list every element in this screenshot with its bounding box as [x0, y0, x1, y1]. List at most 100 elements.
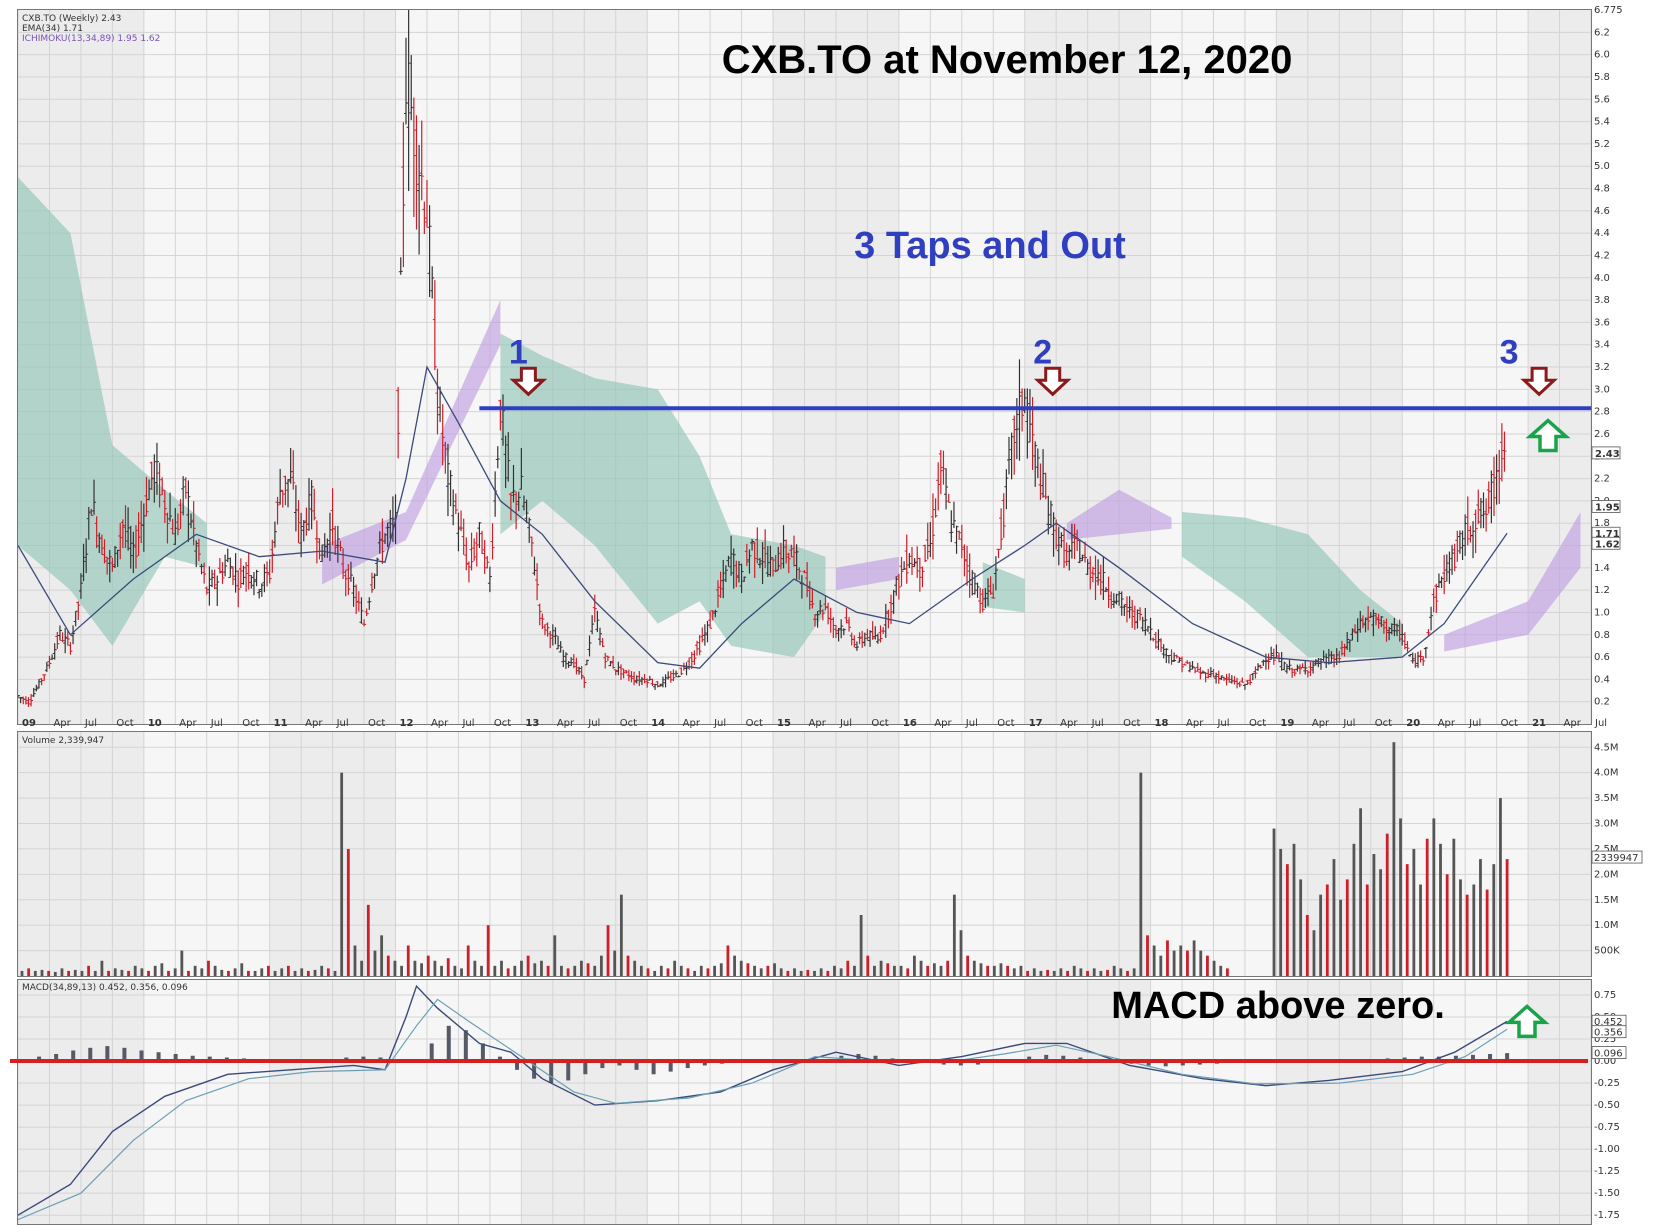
macd-histogram-bar — [1436, 1056, 1441, 1062]
macd-histogram-bar — [685, 1061, 690, 1069]
ichimoku-cloud-purple — [1444, 512, 1581, 652]
x-axis-label: 11 — [274, 718, 288, 729]
volume-bar — [1325, 884, 1329, 976]
macd-histogram-bar — [429, 1043, 434, 1062]
volume-bar — [733, 955, 736, 976]
volume-bar — [373, 950, 377, 976]
volume-bar — [1359, 808, 1362, 976]
price-frame — [17, 9, 1592, 725]
volume-bar — [759, 968, 763, 976]
volume-bar — [120, 969, 124, 976]
volume-bar — [1206, 955, 1209, 976]
volume-bar — [879, 960, 883, 976]
volume-bar — [386, 955, 390, 976]
volume-bar — [466, 945, 470, 976]
volume-bar — [1166, 940, 1169, 976]
volume-bar — [912, 955, 916, 976]
macd-marker-box — [1591, 1025, 1627, 1039]
x-axis-label: Oct — [1375, 718, 1392, 729]
volume-bar — [1419, 884, 1422, 976]
volume-bar — [699, 965, 703, 976]
volume-bar — [306, 970, 310, 976]
volume-bar — [526, 955, 530, 976]
x-axis-label: Oct — [1501, 718, 1518, 729]
volume-bar — [493, 965, 497, 976]
macd-y-tick: -1.00 — [1594, 1144, 1620, 1155]
volume-bar — [100, 960, 104, 976]
volume-y-tick: 1.0M — [1594, 920, 1619, 931]
volume-bar — [500, 960, 503, 976]
volume-bar — [127, 970, 130, 976]
tap-label-3: 3 — [1500, 333, 1519, 371]
volume-bar — [173, 968, 177, 976]
macd-histogram-bar — [958, 1061, 963, 1066]
volume-panel — [20, 742, 1509, 976]
volume-bar — [20, 970, 24, 976]
volume-bar — [253, 970, 257, 976]
volume-bar — [1106, 969, 1109, 976]
volume-bar — [986, 965, 990, 976]
volume-bar — [133, 965, 137, 976]
x-axis-label: Apr — [1438, 718, 1456, 729]
macd-histogram-bar — [37, 1056, 42, 1062]
x-axis-label: Apr — [53, 718, 71, 729]
volume-bar — [1006, 965, 1010, 976]
volume-bar — [160, 963, 164, 976]
volume-bar — [180, 950, 184, 976]
volume-bar — [1385, 833, 1389, 976]
price-y-tick: 3.0 — [1594, 384, 1610, 395]
volume-bar — [1192, 940, 1196, 976]
volume-bar — [713, 965, 717, 976]
volume-bar — [972, 960, 976, 976]
x-axis-label: Oct — [1249, 718, 1266, 729]
volume-bar — [400, 965, 404, 976]
volume-bar — [619, 894, 623, 976]
volume-bar — [1479, 859, 1482, 976]
price-panel — [18, 10, 1581, 707]
volume-marker: 2339947 — [1594, 853, 1639, 864]
volume-bar — [593, 965, 597, 976]
x-axis-label: Apr — [557, 718, 575, 729]
price-marker: 1.62 — [1595, 539, 1620, 550]
macd-y-tick: 0.75 — [1594, 990, 1616, 1001]
macd-histogram-bar — [617, 1061, 622, 1066]
price-legend-1: CXB.TO (Weekly) 2.43 — [22, 14, 121, 24]
macd-histogram-bar — [1163, 1061, 1168, 1067]
price-y-tick: 3.4 — [1594, 340, 1610, 351]
volume-bar — [573, 965, 577, 976]
macd-histogram-bar — [634, 1061, 639, 1070]
volume-bar — [147, 970, 150, 976]
volume-bar — [360, 960, 364, 976]
volume-bar — [47, 970, 51, 976]
macd-histogram-bar — [54, 1053, 59, 1062]
volume-bar — [1059, 968, 1063, 976]
volume-bar — [326, 968, 330, 976]
volume-bar — [453, 965, 457, 976]
volume-bar — [413, 960, 417, 976]
x-axis-label: Jul — [965, 718, 978, 729]
volume-bar — [433, 960, 437, 976]
volume-bar — [786, 970, 790, 976]
x-axis-label: Jul — [1468, 718, 1481, 729]
x-axis-label: 14 — [651, 718, 665, 729]
volume-bar — [806, 969, 810, 976]
macd-histogram-bar — [156, 1052, 161, 1062]
ichimoku-cloud-green — [500, 333, 826, 658]
volume-bar — [1226, 968, 1229, 976]
volume-bar — [1472, 884, 1476, 976]
volume-bar — [979, 963, 983, 976]
price-y-tick: 6.775 — [1594, 5, 1623, 16]
x-axis-label: Jul — [84, 718, 97, 729]
price-y-tick: 5.6 — [1594, 94, 1610, 105]
volume-bar — [1019, 965, 1023, 976]
volume-bar — [1439, 843, 1442, 976]
volume-bar — [220, 969, 224, 976]
x-axis-label: Jul — [1216, 718, 1229, 729]
volume-bar — [1186, 950, 1189, 976]
volume-bar — [300, 968, 304, 976]
volume-bar — [320, 965, 324, 976]
macd-y-tick: -0.75 — [1594, 1122, 1620, 1133]
volume-marker-box — [1591, 850, 1643, 864]
volume-bar — [666, 968, 670, 976]
macd-y-tick: -1.75 — [1594, 1210, 1620, 1221]
